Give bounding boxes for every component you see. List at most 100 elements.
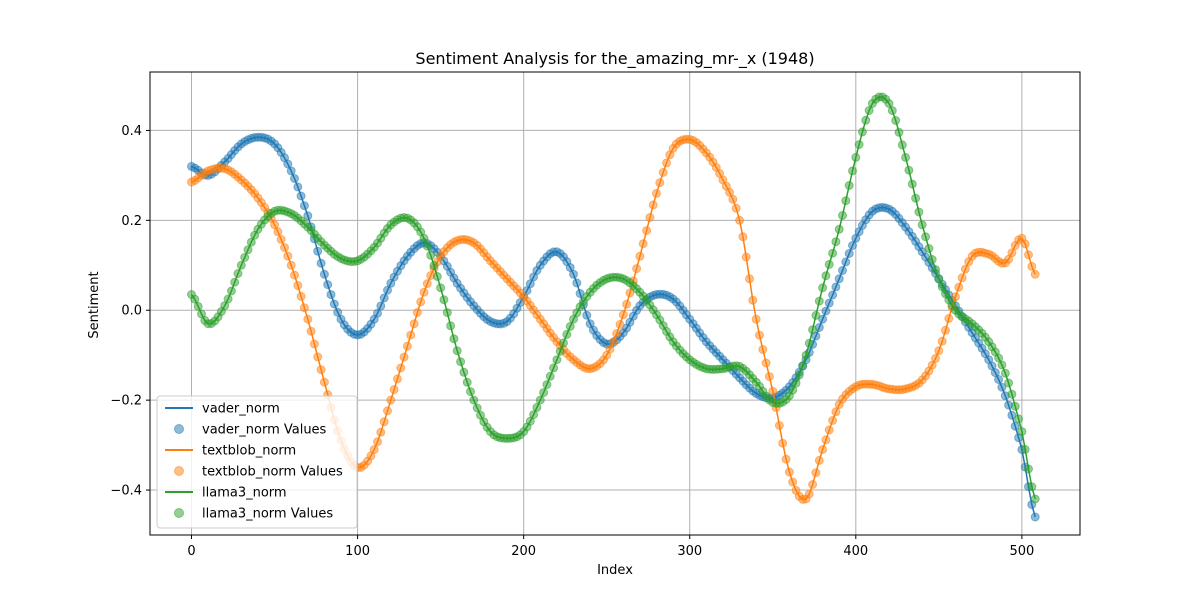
llama3-norm-point xyxy=(1020,444,1030,454)
textblob-norm-point xyxy=(280,243,289,252)
textblob-norm-point xyxy=(934,346,944,356)
textblob-norm-point xyxy=(1030,269,1040,279)
textblob-norm-point xyxy=(396,363,406,373)
vader-norm-point xyxy=(319,269,329,279)
llama3-norm-point xyxy=(432,272,442,281)
textblob-norm-point xyxy=(419,287,429,297)
plot-frame xyxy=(149,71,1081,536)
textblob-norm-point xyxy=(781,454,791,464)
textblob-norm-point xyxy=(369,445,379,455)
legend-label-vader-norm: vader_norm xyxy=(202,402,280,417)
llama3-norm-point xyxy=(834,224,844,234)
llama3-norm-point xyxy=(917,220,927,230)
textblob-norm-point xyxy=(808,480,818,489)
textblob-norm-point xyxy=(761,358,771,368)
textblob-norm-point xyxy=(422,279,432,289)
llama3-norm-point xyxy=(565,322,575,331)
textblob-norm-point xyxy=(386,395,396,405)
textblob-norm-point xyxy=(283,251,293,261)
textblob-norm-point xyxy=(735,215,745,225)
vader-norm-point xyxy=(572,278,582,288)
textblob-norm-point xyxy=(741,252,751,262)
textblob-norm-point xyxy=(954,282,964,292)
textblob-norm-point xyxy=(389,385,399,395)
textblob-norm-point xyxy=(764,372,774,382)
textblob-norm-point xyxy=(655,178,665,188)
llama3-norm-point xyxy=(891,116,901,125)
textblob-norm-point xyxy=(376,427,386,437)
llama3-norm-point xyxy=(459,367,469,377)
llama3-norm-point xyxy=(857,127,867,137)
vader-norm-point xyxy=(326,290,336,300)
vader-norm-point xyxy=(329,299,339,309)
textblob-norm-point xyxy=(299,303,309,313)
vader-norm-point xyxy=(303,211,313,221)
textblob-norm-point xyxy=(944,314,954,323)
llama3-norm-point xyxy=(934,274,944,284)
textblob-norm-point xyxy=(1027,261,1037,271)
vader-norm-point xyxy=(818,314,828,324)
vader-norm-point xyxy=(848,241,857,250)
vader-norm-point xyxy=(1030,512,1040,522)
textblob-norm-point xyxy=(957,273,967,283)
series-layer xyxy=(187,92,1040,522)
legend-label-vader-norm-values: vader_norm Values xyxy=(202,423,327,438)
x-tick-label: 500 xyxy=(1009,544,1034,559)
llama3-norm-point xyxy=(914,207,924,217)
legend-label-textblob-norm-values: textblob_norm Values xyxy=(202,465,343,480)
llama3-norm-point xyxy=(907,179,917,189)
llama3-norm-point xyxy=(828,248,838,258)
textblob-norm-point xyxy=(406,330,416,340)
llama3-norm-point xyxy=(562,329,572,339)
textblob-norm-point xyxy=(645,213,655,222)
llama3-norm-point xyxy=(851,152,861,162)
llama3-norm-point xyxy=(549,363,559,373)
textblob-norm-point xyxy=(821,435,831,445)
vader-norm-point xyxy=(582,310,592,320)
textblob-norm-point xyxy=(392,374,402,384)
textblob-norm-point xyxy=(662,158,671,168)
llama3-norm-point xyxy=(236,260,246,270)
llama3-norm-point xyxy=(804,338,814,348)
vader-norm-point xyxy=(1010,421,1020,431)
llama3-norm-point xyxy=(529,410,539,420)
vader-norm-point xyxy=(376,301,386,311)
vader-norm-point xyxy=(299,201,309,211)
textblob-norm-point xyxy=(319,377,329,387)
llama3-norm-point xyxy=(901,152,911,162)
textblob-norm-point xyxy=(642,226,652,236)
llama3-norm-point xyxy=(223,294,233,304)
chart-title: Sentiment Analysis for the_amazing_mr-_x… xyxy=(415,49,814,69)
textblob-norm-point xyxy=(399,352,409,362)
llama3-norm-point xyxy=(861,115,871,125)
vader-norm-point xyxy=(569,269,578,279)
textblob-norm-point xyxy=(774,421,784,430)
llama3-norm-point xyxy=(472,403,482,413)
textblob-norm-point xyxy=(632,264,642,274)
y-tick-label: 0.0 xyxy=(121,304,142,319)
textblob-norm-point xyxy=(612,329,622,338)
y-tick-label: −0.2 xyxy=(110,394,142,409)
vader-norm-point xyxy=(997,382,1007,392)
llama3-norm-point xyxy=(193,301,203,311)
textblob-norm-point xyxy=(1007,248,1017,258)
vader-norm-point xyxy=(831,282,841,292)
llama3-norm-point xyxy=(532,402,542,412)
vader-norm-point xyxy=(838,266,847,275)
textblob-norm-point xyxy=(379,417,389,427)
llama3-norm-point xyxy=(821,271,831,281)
vader-norm-point xyxy=(373,308,382,318)
llama3-norm-point xyxy=(927,255,937,264)
llama3-norm-point xyxy=(794,370,804,380)
textblob-norm-point xyxy=(409,319,419,329)
llama3-norm-point xyxy=(791,378,801,388)
llama3-norm-point xyxy=(844,181,854,190)
llama3-norm-point xyxy=(841,196,851,206)
textblob-norm-point xyxy=(648,200,658,210)
vader-norm-point xyxy=(316,258,326,268)
llama3-norm-point xyxy=(426,250,436,260)
llama3-norm-point xyxy=(997,360,1007,370)
vader-norm-point xyxy=(841,257,851,267)
llama3-norm-point xyxy=(559,338,568,348)
llama3-norm-point xyxy=(233,269,243,278)
